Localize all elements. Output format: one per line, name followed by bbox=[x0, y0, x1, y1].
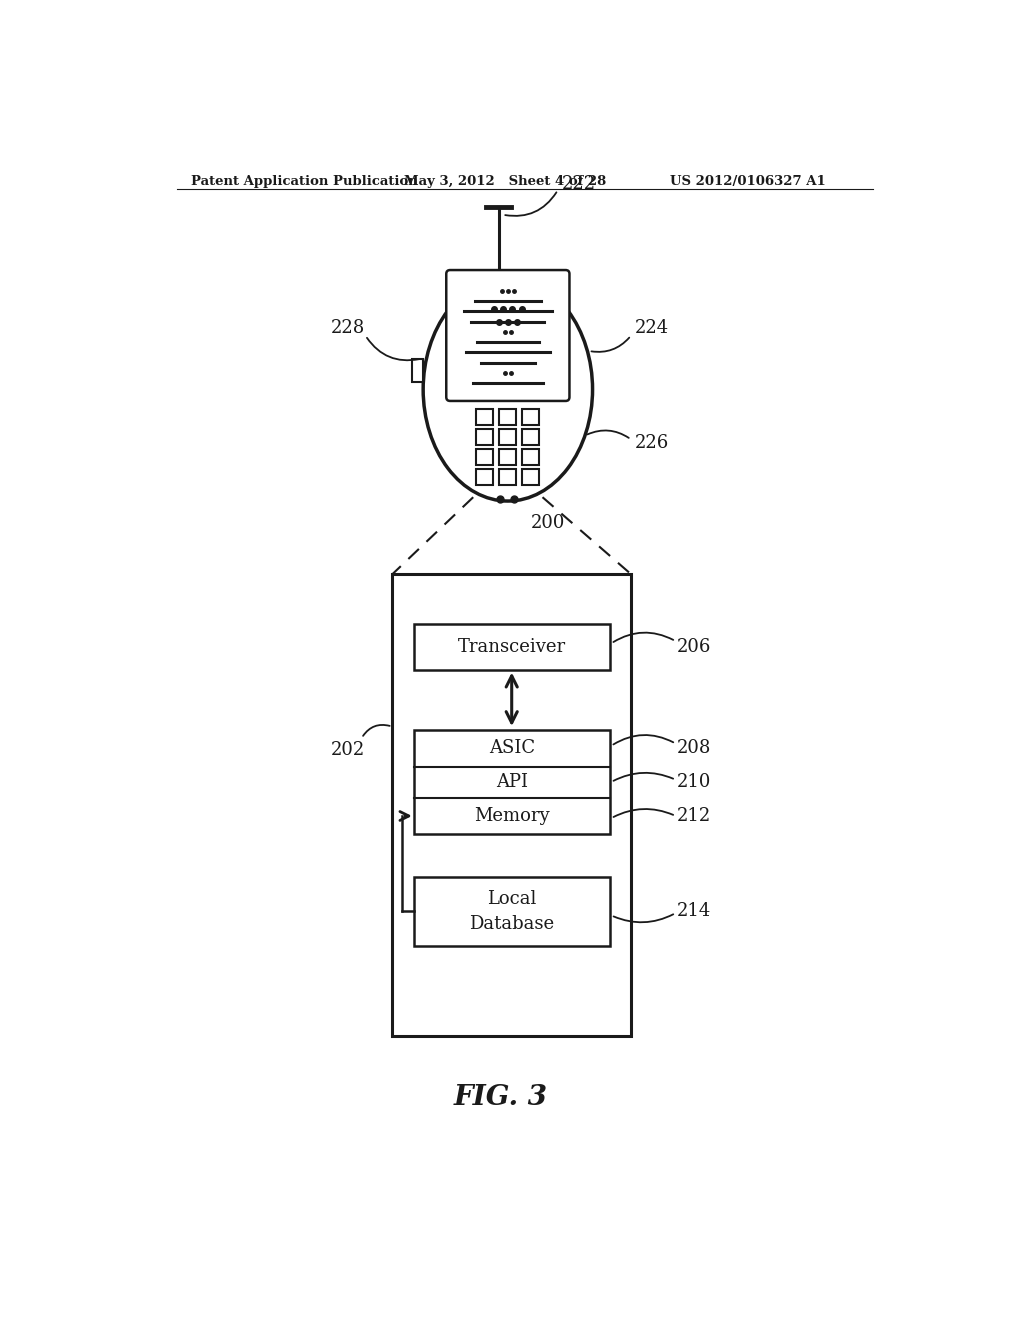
Text: 222: 222 bbox=[562, 174, 596, 193]
Text: 226: 226 bbox=[635, 434, 669, 453]
Bar bbox=[414, 730, 609, 834]
Text: 206: 206 bbox=[677, 639, 712, 656]
Text: Memory: Memory bbox=[474, 807, 550, 825]
Text: Patent Application Publication: Patent Application Publication bbox=[190, 176, 418, 189]
Bar bbox=[522, 409, 540, 425]
Bar bbox=[522, 450, 540, 465]
Text: API: API bbox=[496, 774, 527, 791]
FancyBboxPatch shape bbox=[446, 271, 569, 401]
Bar bbox=[500, 450, 516, 465]
Bar bbox=[414, 876, 609, 946]
Text: 228: 228 bbox=[331, 319, 365, 337]
Text: Local
Database: Local Database bbox=[469, 890, 554, 933]
Bar bbox=[522, 470, 540, 484]
Bar bbox=[476, 409, 494, 425]
Text: 214: 214 bbox=[677, 903, 712, 920]
Text: May 3, 2012   Sheet 4 of 28: May 3, 2012 Sheet 4 of 28 bbox=[403, 176, 606, 189]
Text: Transceiver: Transceiver bbox=[458, 639, 566, 656]
Bar bbox=[500, 409, 516, 425]
Bar bbox=[476, 450, 494, 465]
Bar bbox=[500, 470, 516, 484]
Text: 208: 208 bbox=[677, 739, 712, 758]
Text: 210: 210 bbox=[677, 774, 712, 791]
Text: 200: 200 bbox=[531, 513, 565, 532]
Text: ASIC: ASIC bbox=[488, 739, 535, 758]
Bar bbox=[476, 429, 494, 445]
Bar bbox=[476, 470, 494, 484]
Bar bbox=[493, 275, 505, 284]
Text: 202: 202 bbox=[331, 741, 365, 759]
Text: FIG. 3: FIG. 3 bbox=[454, 1084, 547, 1111]
Bar bbox=[522, 429, 540, 445]
Bar bbox=[392, 574, 631, 1036]
Bar bbox=[414, 624, 609, 671]
Text: US 2012/0106327 A1: US 2012/0106327 A1 bbox=[670, 176, 825, 189]
Bar bbox=[413, 359, 423, 381]
Text: 212: 212 bbox=[677, 807, 712, 825]
Bar bbox=[500, 429, 516, 445]
Ellipse shape bbox=[423, 277, 593, 502]
Text: 224: 224 bbox=[635, 319, 669, 337]
